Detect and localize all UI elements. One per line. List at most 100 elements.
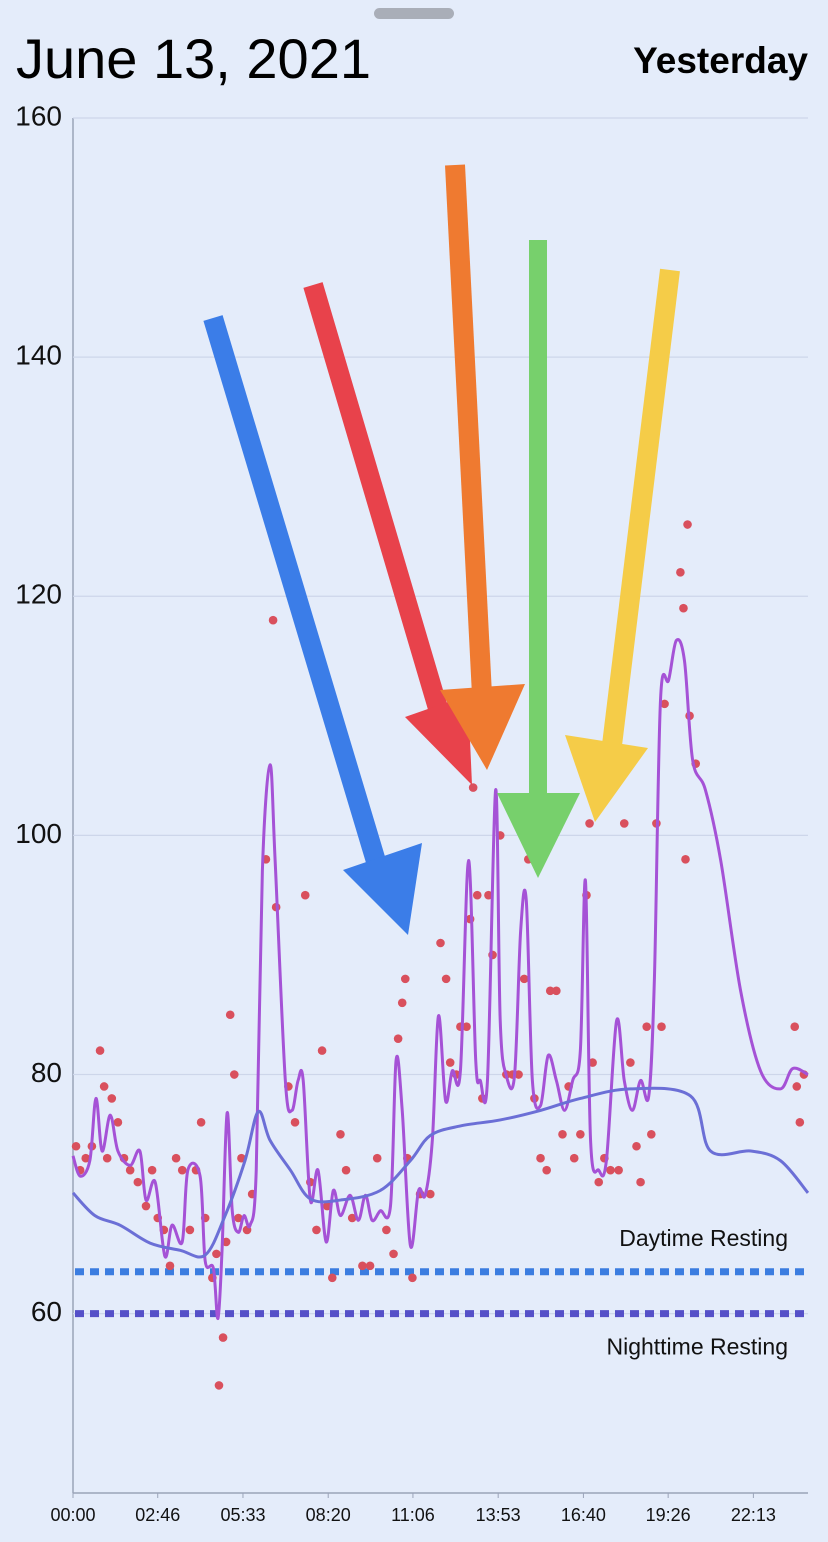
arrow-head xyxy=(497,793,580,878)
arrow-shaft xyxy=(303,282,450,718)
heart-rate-point xyxy=(99,1082,109,1091)
heart-rate-point xyxy=(107,1094,117,1103)
reference-label: Nighttime Resting xyxy=(606,1334,788,1360)
heart-rate-point xyxy=(95,1046,105,1055)
heart-rate-point xyxy=(626,1058,635,1067)
arrow-head xyxy=(565,735,648,822)
heart-rate-point xyxy=(102,1153,112,1163)
heart-rate-point xyxy=(393,1034,403,1043)
heart-rate-point xyxy=(212,1249,221,1259)
annotation-arrows xyxy=(203,164,680,935)
heart-rate-point xyxy=(290,1118,300,1127)
day-label[interactable]: Yesterday xyxy=(633,40,808,81)
heart-rate-point xyxy=(71,1141,81,1151)
heart-rate-point xyxy=(642,1022,652,1031)
heart-rate-point xyxy=(317,1046,327,1055)
heart-rate-point xyxy=(382,1225,391,1235)
heart-rate-point xyxy=(519,974,529,984)
date-title: June 13, 2021 xyxy=(16,27,371,90)
heart-rate-point xyxy=(545,986,555,996)
heart-rate-point xyxy=(234,1213,243,1223)
heart-rate-point xyxy=(657,1022,666,1031)
heart-rate-point xyxy=(133,1177,143,1187)
heart-rate-point xyxy=(268,615,278,625)
plot-area: 60 80 100 120 140 160 00:00 02:46 05:33 08:20 11:0… xyxy=(15,100,810,1525)
heart-rate-point xyxy=(594,1177,604,1187)
heart-rate-point xyxy=(542,1165,551,1175)
heart-rate-point xyxy=(300,890,310,900)
heart-rate-point xyxy=(365,1261,375,1271)
heart-rate-point xyxy=(358,1261,367,1271)
heart-rate-point xyxy=(792,1082,802,1091)
x-tick-label: 05:33 xyxy=(220,1505,265,1525)
heart-rate-point xyxy=(214,1381,224,1390)
arrow-shaft xyxy=(602,268,680,747)
heart-rate-point xyxy=(681,855,690,864)
heart-rate-point xyxy=(327,1273,337,1283)
heart-rate-point xyxy=(795,1118,805,1127)
heart-rate-point xyxy=(585,819,594,828)
heart-rate-point xyxy=(790,1022,800,1031)
heart-rate-point xyxy=(141,1201,151,1211)
heart-rate-point xyxy=(436,938,445,948)
x-tick-label: 02:46 xyxy=(135,1505,180,1525)
arrow-shaft xyxy=(445,164,492,696)
heart-rate-point xyxy=(576,1130,585,1139)
arrow-head xyxy=(440,684,525,770)
heart-rate-point xyxy=(514,1070,523,1079)
heart-rate-point xyxy=(472,890,482,900)
sheet-handle[interactable] xyxy=(374,8,454,19)
arrow-shaft xyxy=(203,315,388,871)
arrow-head xyxy=(405,695,472,785)
heart-rate-point xyxy=(81,1153,91,1163)
heart-rate-point xyxy=(536,1153,545,1163)
heart-rate-point xyxy=(676,568,685,577)
heart-rate-point xyxy=(400,974,410,984)
heart-rate-point xyxy=(221,1237,231,1247)
heart-rate-point xyxy=(632,1141,641,1151)
heart-rate-point xyxy=(468,783,478,792)
trend-line xyxy=(71,638,809,1320)
heart-rate-point xyxy=(347,1213,357,1223)
x-tick-label: 22:13 xyxy=(731,1505,776,1525)
heart-rate-point xyxy=(647,1130,656,1139)
heart-rate-point xyxy=(484,890,493,900)
heart-rate-point xyxy=(196,1118,206,1127)
y-tick-label: 140 xyxy=(15,340,62,371)
y-tick-label: 80 xyxy=(31,1057,62,1088)
heart-rate-point xyxy=(445,1058,455,1067)
heart-rate-point xyxy=(165,1261,175,1271)
heart-rate-point xyxy=(147,1165,157,1175)
x-tick-label: 19:26 xyxy=(646,1505,691,1525)
heart-rate-point xyxy=(636,1177,645,1187)
heart-rate-point xyxy=(462,1022,471,1031)
heart-rate-point xyxy=(225,1010,235,1020)
heart-rate-point xyxy=(614,1165,623,1175)
heart-rate-point xyxy=(177,1165,187,1175)
heart-rate-point xyxy=(218,1333,228,1342)
heart-rate-point xyxy=(619,819,629,828)
trend-line xyxy=(71,1086,810,1259)
heart-rate-point xyxy=(229,1070,239,1079)
x-tick-label: 13:53 xyxy=(476,1505,521,1525)
heart-rate-point xyxy=(125,1165,135,1175)
heart-rate-point xyxy=(312,1225,321,1235)
reference-label: Daytime Resting xyxy=(619,1225,788,1251)
y-tick-label: 120 xyxy=(15,579,62,610)
heart-rate-point xyxy=(389,1249,398,1259)
heart-rate-point xyxy=(408,1273,417,1283)
heart-rate-point xyxy=(660,699,669,709)
heart-rate-point xyxy=(171,1153,181,1163)
heart-rate-point xyxy=(679,603,688,613)
heart-rate-point xyxy=(558,1130,567,1139)
heart-rate-point xyxy=(336,1130,345,1139)
heart-rate-point xyxy=(397,998,407,1008)
x-tick-label: 08:20 xyxy=(306,1505,351,1525)
heart-rate-point xyxy=(552,986,561,996)
x-tick-label: 00:00 xyxy=(50,1505,95,1525)
y-tick-label: 60 xyxy=(31,1296,62,1327)
heart-rate-point xyxy=(113,1118,123,1127)
heart-rate-point xyxy=(588,1058,597,1067)
